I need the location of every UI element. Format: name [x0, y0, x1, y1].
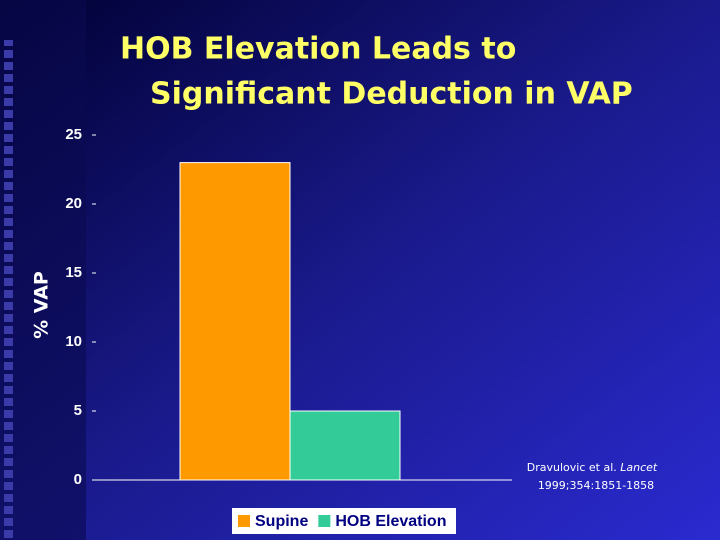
- legend-swatch: [238, 515, 250, 527]
- y-tick-label: 20: [65, 195, 82, 212]
- bar: [179, 162, 291, 481]
- y-tick-label: 5: [74, 402, 82, 419]
- title-line: Significant Deduction in VAP: [150, 77, 633, 112]
- y-tick-label: 25: [65, 126, 82, 143]
- bar: [289, 410, 401, 481]
- citation-author: Dravulovic et al.: [527, 461, 617, 474]
- legend-swatch: [318, 515, 331, 527]
- legend-box: [232, 508, 456, 534]
- legend-label: Supine: [255, 513, 308, 530]
- square-pattern: [0, 40, 22, 540]
- y-tick-label: 0: [74, 471, 82, 488]
- citation-reference: 1999;354:1851-1858: [538, 479, 654, 492]
- citation: Dravulovic et al. Lancet: [527, 461, 658, 474]
- y-axis-label: % VAP: [31, 271, 53, 339]
- title-line: HOB Elevation Leads to: [120, 32, 516, 67]
- citation-journal: Lancet: [620, 461, 658, 474]
- legend-label: HOB Elevation: [335, 513, 446, 530]
- y-tick-label: 10: [65, 333, 82, 350]
- y-tick-label: 15: [65, 264, 82, 281]
